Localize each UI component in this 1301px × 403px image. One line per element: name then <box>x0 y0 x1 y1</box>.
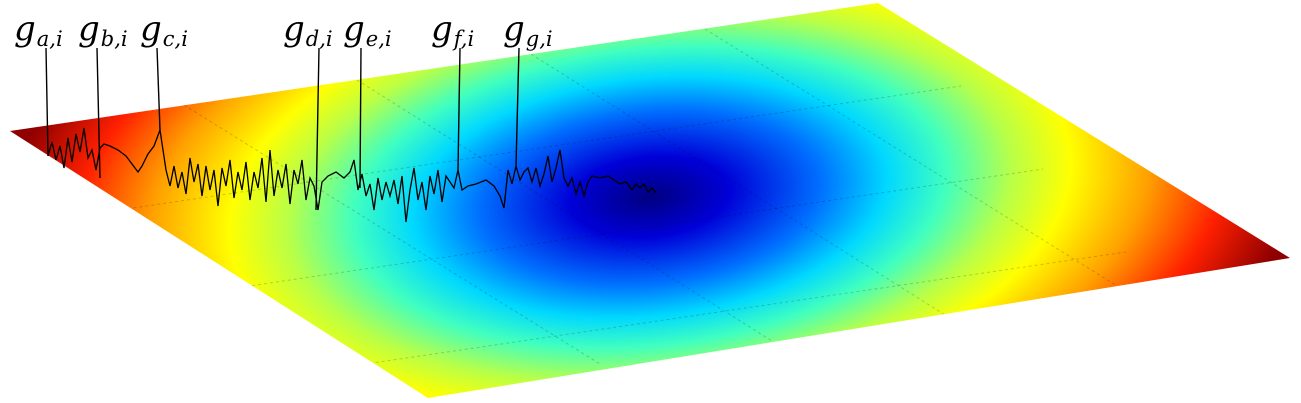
leader-line-6 <box>515 47 520 167</box>
label-leader-lines <box>45 47 520 211</box>
leader-line-2 <box>156 47 161 131</box>
label-g-g-i: gg,i <box>503 9 553 51</box>
leader-line-5 <box>457 47 461 171</box>
label-g-e-i: ge,i <box>343 9 392 51</box>
label-g-c-i: gc,i <box>140 9 188 51</box>
label-g-a-i: ga,i <box>14 9 63 51</box>
leader-line-1 <box>96 47 101 179</box>
label-g-d-i: gd,i <box>283 9 333 51</box>
leader-line-3 <box>315 47 320 211</box>
label-g-f-i: gf,i <box>431 9 474 51</box>
grid-lines <box>91 28 1127 381</box>
label-g-b-i: gb,i <box>78 9 128 51</box>
leader-line-4 <box>359 47 362 189</box>
leader-line-0 <box>45 47 49 157</box>
signal-line <box>47 127 657 223</box>
